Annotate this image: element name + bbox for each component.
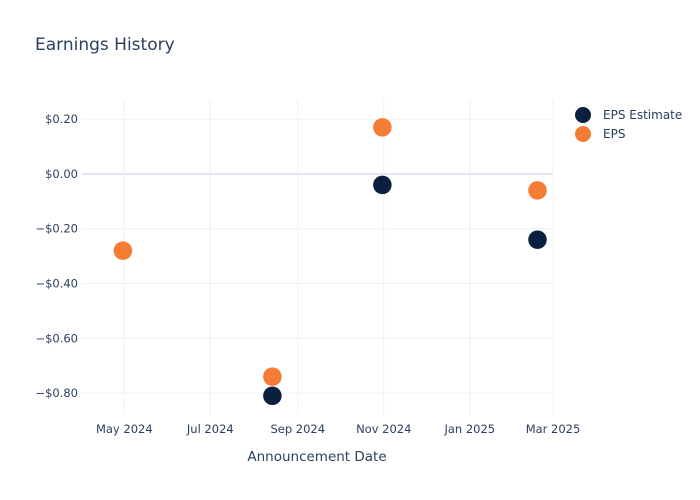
x-tick-label: Jul 2024: [186, 422, 234, 436]
x-tick-label: May 2024: [96, 422, 153, 436]
eps-point[interactable]: [527, 180, 548, 201]
x-tick-label: Jan 2025: [443, 422, 495, 436]
legend-marker: [575, 107, 591, 123]
eps-point[interactable]: [113, 240, 133, 261]
x-tick-label: Mar 2025: [526, 422, 581, 436]
y-tick-label: −$0.60: [35, 331, 78, 345]
eps-point[interactable]: [262, 366, 283, 387]
eps-estimate-point[interactable]: [262, 386, 283, 406]
y-axis-ticks: $0.20 $0.00 −$0.20 −$0.40 −$0.60 −$0.80: [35, 112, 78, 400]
eps-estimate-point[interactable]: [527, 229, 548, 250]
eps-point[interactable]: [372, 117, 393, 138]
y-tick-label: −$0.40: [35, 277, 78, 291]
y-tick-label: $0.00: [45, 167, 78, 181]
legend-marker: [575, 126, 591, 142]
x-axis-ticks: May 2024 Jul 2024 Sep 2024 Nov 2024 Jan 2025…: [96, 422, 580, 436]
data-points: [113, 117, 548, 406]
grid-lines: [82, 100, 554, 415]
chart-title: Earnings History: [35, 35, 175, 55]
x-axis-title: Announcement Date: [247, 449, 386, 465]
y-tick-label: −$0.80: [35, 386, 78, 400]
legend-label: EPS Estimate: [603, 108, 682, 122]
x-tick-label: Sep 2024: [270, 422, 325, 436]
y-tick-label: $0.20: [45, 112, 78, 126]
series-eps-estimate: [113, 175, 548, 406]
legend-item[interactable]: EPS Estimate: [575, 107, 682, 123]
x-tick-label: Nov 2024: [356, 422, 411, 436]
legend[interactable]: EPS Estimate EPS: [575, 107, 682, 142]
series-eps: [113, 117, 548, 387]
y-tick-label: −$0.20: [35, 222, 78, 236]
eps-estimate-point[interactable]: [372, 175, 393, 195]
legend-label: EPS: [603, 127, 625, 141]
legend-item[interactable]: EPS: [575, 126, 625, 142]
